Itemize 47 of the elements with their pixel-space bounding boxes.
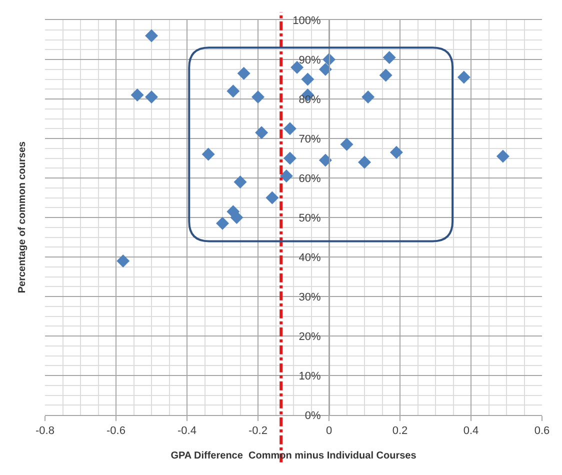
point bbox=[283, 152, 296, 165]
point bbox=[283, 122, 296, 136]
y-tick-label: 10% bbox=[298, 370, 322, 382]
point bbox=[234, 175, 247, 188]
y-tick-label: 100% bbox=[292, 14, 322, 27]
point bbox=[362, 90, 375, 104]
y-tick-label: 60% bbox=[298, 172, 322, 185]
x-tick-label: 0.4 bbox=[463, 425, 479, 438]
x-tick-label: 0.2 bbox=[392, 425, 408, 438]
point bbox=[340, 138, 354, 151]
x-tick-label: 0 bbox=[326, 425, 332, 438]
point bbox=[266, 191, 279, 204]
point bbox=[202, 148, 215, 161]
y-tick-label: 30% bbox=[298, 291, 322, 304]
x-tick-label: -0.2 bbox=[248, 425, 268, 438]
point bbox=[116, 254, 130, 268]
point bbox=[255, 126, 268, 140]
point bbox=[301, 72, 314, 86]
point bbox=[237, 66, 250, 80]
y-tick-label: 50% bbox=[298, 212, 322, 224]
point bbox=[358, 156, 371, 169]
point bbox=[226, 84, 240, 98]
point bbox=[382, 51, 396, 64]
y-tick-label: 70% bbox=[298, 133, 322, 146]
point bbox=[457, 70, 470, 84]
x-tick-label: -0.4 bbox=[178, 425, 196, 438]
y-tick-label: 20% bbox=[298, 330, 322, 343]
y-tick-label: 90% bbox=[298, 54, 322, 66]
point bbox=[216, 216, 229, 230]
point bbox=[145, 90, 158, 104]
point bbox=[318, 62, 332, 76]
x-tick-label: -0.6 bbox=[106, 425, 126, 438]
point bbox=[130, 88, 144, 102]
point bbox=[318, 154, 332, 167]
y-tick-label: 0% bbox=[304, 410, 322, 422]
x-tick-label: -0.8 bbox=[36, 425, 54, 438]
point bbox=[145, 29, 158, 42]
y-tick-label: 80% bbox=[298, 94, 322, 106]
x-tick-label: 0.6 bbox=[534, 425, 550, 438]
point bbox=[280, 170, 293, 183]
point bbox=[390, 146, 403, 159]
point bbox=[496, 150, 510, 163]
y-axis-title: Percentage of common courses bbox=[17, 140, 28, 294]
point bbox=[379, 68, 392, 82]
point bbox=[252, 90, 264, 104]
point bbox=[230, 211, 244, 224]
y-tick-label: 40% bbox=[298, 252, 322, 264]
